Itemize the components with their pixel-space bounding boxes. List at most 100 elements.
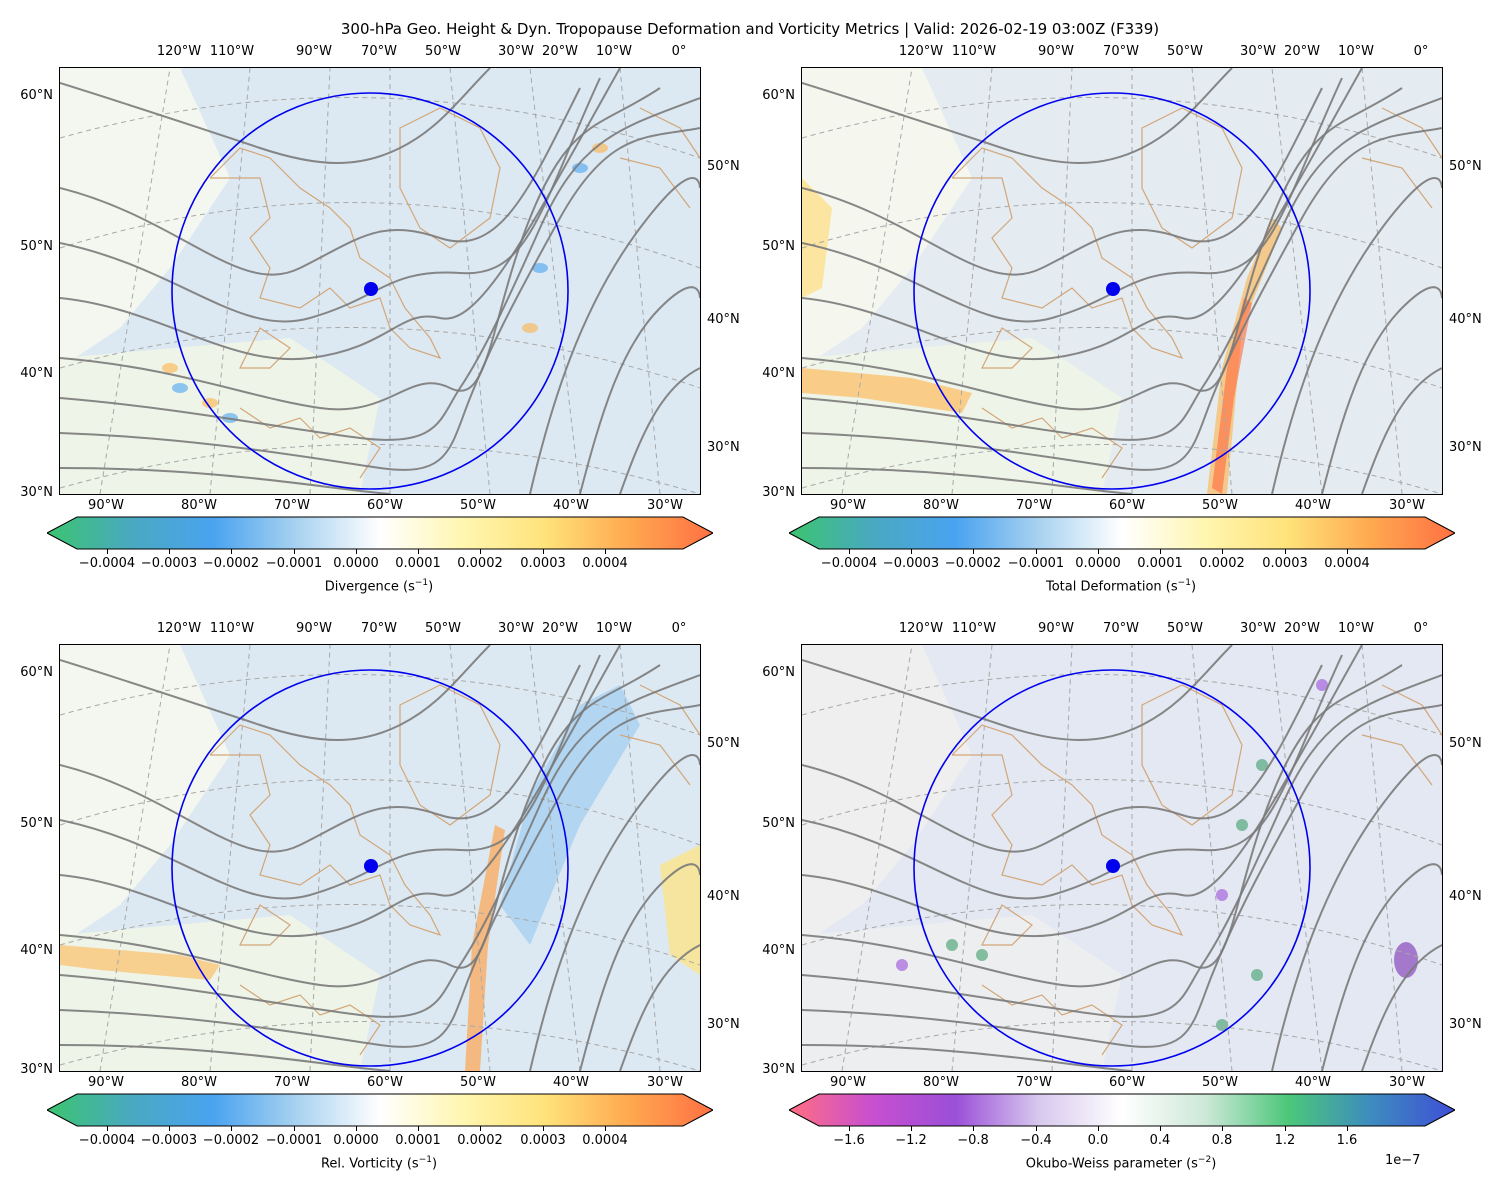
- right-lat-label: 40°N: [707, 312, 740, 327]
- coastline: [981, 984, 1123, 1056]
- coastline: [239, 904, 291, 946]
- okubo-weiss-blob: [976, 949, 988, 961]
- okubo-weiss-blob: [1256, 759, 1268, 771]
- coastline: [951, 147, 1184, 360]
- colorbar-tick-label: −0.0004: [820, 556, 878, 571]
- okubo-weiss-blob: [1236, 819, 1248, 831]
- graticule-line: [1051, 68, 1073, 494]
- bottom-lon-label: 30°W: [1389, 498, 1425, 513]
- colorbar-tick-mark: [911, 549, 912, 554]
- height-contour: [802, 77, 1343, 323]
- height-contour: [60, 87, 661, 411]
- okubo-weiss-blob: [1251, 969, 1263, 981]
- colorbar-tick-label: −0.0004: [78, 1133, 136, 1148]
- colorbar-label-exponent: −1: [414, 578, 429, 588]
- colorbar-tick-mark: [1160, 549, 1161, 554]
- map-panel-okubo-weiss: [801, 644, 1443, 1072]
- colorbar-tick-mark: [605, 1126, 606, 1131]
- coastline: [239, 984, 381, 1056]
- colorbar-tick-mark: [1222, 549, 1223, 554]
- colorbar-label: Total Deformation (s−1): [1046, 578, 1196, 594]
- left-lat-label: 30°N: [20, 1062, 53, 1077]
- graticule-line: [60, 444, 700, 494]
- bottom-lon-label: 60°W: [367, 1075, 403, 1090]
- coastline: [981, 327, 1033, 369]
- colorbar-label: Rel. Vorticity (s−1): [321, 1155, 437, 1171]
- map-panel-divergence: [59, 67, 701, 495]
- graticule-line: [802, 444, 1442, 494]
- bottom-lon-label: 70°W: [1016, 498, 1052, 513]
- right-lat-label: 30°N: [1449, 1017, 1482, 1032]
- height-contour: [60, 654, 601, 900]
- colorbar-tick-mark: [294, 1126, 295, 1131]
- height-contour: [1271, 754, 1442, 1071]
- colorbar-label-exponent: −1: [418, 1155, 432, 1165]
- colorbar-tick-mark: [849, 1126, 850, 1131]
- colorbar-label-end: ): [1190, 579, 1197, 595]
- height-contour: [60, 68, 491, 164]
- graticule-line: [802, 779, 1442, 846]
- vorticity-east: [660, 845, 700, 975]
- right-lat-label: 50°N: [707, 736, 740, 751]
- top-lon-label: 10°W: [596, 621, 632, 636]
- top-lon-label: 90°W: [1038, 44, 1074, 59]
- coastline: [981, 904, 1033, 946]
- map-okubo-weiss: [802, 645, 1442, 1071]
- colorbar-tick-label: −0.0002: [944, 556, 1002, 571]
- height-contour: [60, 664, 661, 988]
- field-south: [802, 915, 1122, 1071]
- graticule-line: [802, 904, 1442, 966]
- coastline: [399, 107, 501, 249]
- coastline: [951, 724, 1184, 937]
- height-contour: [60, 704, 700, 1048]
- colorbar-tick-mark: [231, 1126, 232, 1131]
- left-lat-label: 60°N: [762, 88, 795, 103]
- radius-circle: [171, 669, 569, 1067]
- colorbar-tick-mark: [605, 549, 606, 554]
- radius-circle: [171, 92, 569, 490]
- graticule-line: [60, 97, 700, 159]
- coastline: [209, 724, 442, 937]
- top-lon-label: 110°W: [951, 621, 997, 636]
- graticule-line: [60, 1021, 700, 1071]
- okubo-weiss-blob: [946, 939, 958, 951]
- colorbar-tick-mark: [1222, 1126, 1223, 1131]
- divergence-blob: [162, 363, 178, 373]
- graticule-line: [60, 904, 700, 966]
- left-lat-label: 30°N: [762, 485, 795, 500]
- top-lon-label: 50°W: [425, 621, 461, 636]
- okubo-weiss-blob-east: [1394, 942, 1418, 978]
- right-lat-label: 40°N: [707, 889, 740, 904]
- top-lon-label: 20°W: [1284, 621, 1320, 636]
- colorbar-tick-mark: [169, 549, 170, 554]
- colorbar-tick-mark: [169, 1126, 170, 1131]
- colorbar-tick-label: 0.0002: [1199, 556, 1245, 571]
- bottom-lon-label: 80°W: [923, 498, 959, 513]
- graticule-line: [1051, 645, 1073, 1071]
- top-lon-label: 30°W: [1240, 44, 1276, 59]
- height-contour: [1271, 177, 1442, 494]
- bottom-lon-label: 60°W: [367, 498, 403, 513]
- height-contour: [60, 1044, 391, 1071]
- left-lat-label: 50°N: [762, 816, 795, 831]
- colorbar-label-end: ): [1211, 1156, 1217, 1172]
- colorbar-label-exponent: −2: [1197, 1155, 1212, 1165]
- colorbar-tick-mark: [418, 1126, 419, 1131]
- right-lat-label: 30°N: [707, 440, 740, 455]
- height-contour: [802, 704, 1442, 1048]
- colorbar-gradient: [47, 1093, 713, 1127]
- colorbar-label-end: ): [428, 579, 434, 595]
- coastline: [399, 684, 501, 826]
- figure-title: 300-hPa Geo. Height & Dyn. Tropopause De…: [340, 20, 1160, 38]
- coastline: [1361, 157, 1433, 209]
- bottom-lon-label: 60°W: [1109, 498, 1145, 513]
- colorbar-okubo-weiss: [789, 1093, 1455, 1127]
- graticule-line: [60, 779, 700, 846]
- bottom-lon-label: 70°W: [274, 1075, 310, 1090]
- map-total-deformation: [802, 68, 1442, 494]
- top-lon-label: 30°W: [498, 621, 534, 636]
- height-contour: [60, 467, 391, 494]
- colorbar-label-text: Total Deformation (s: [1045, 579, 1178, 595]
- bottom-lon-label: 30°W: [647, 1075, 683, 1090]
- graticule-line: [60, 327, 700, 389]
